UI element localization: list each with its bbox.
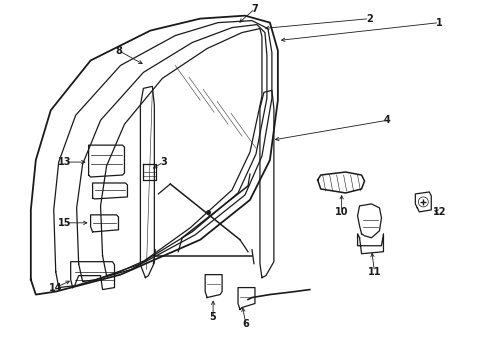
Text: 5: 5 (210, 312, 217, 323)
Text: 11: 11 (368, 267, 381, 276)
Text: 14: 14 (49, 283, 63, 293)
Text: 6: 6 (243, 319, 249, 329)
Text: 15: 15 (58, 218, 72, 228)
Text: 1: 1 (436, 18, 442, 28)
Text: 7: 7 (251, 4, 258, 14)
Text: 13: 13 (58, 157, 72, 167)
Text: 4: 4 (384, 115, 391, 125)
Text: 10: 10 (335, 207, 348, 217)
Text: 2: 2 (366, 14, 373, 24)
Text: 3: 3 (160, 157, 167, 167)
Text: 12: 12 (433, 207, 446, 217)
Text: 8: 8 (115, 45, 122, 55)
